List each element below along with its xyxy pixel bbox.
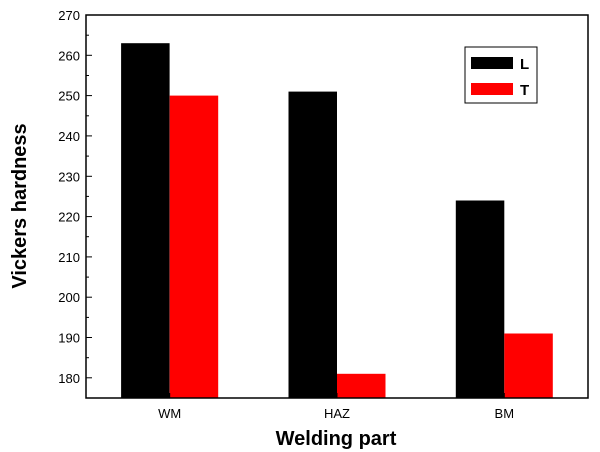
y-tick-label: 240 <box>58 129 80 144</box>
bar-l-haz <box>288 91 337 398</box>
legend-label-t: T <box>520 82 529 99</box>
x-tick-label-bm: BM <box>495 406 515 421</box>
y-tick-label: 250 <box>58 89 80 104</box>
y-tick-label: 210 <box>58 250 80 265</box>
y-tick-label: 190 <box>58 331 80 346</box>
y-tick-label: 230 <box>58 169 80 184</box>
bar-t-haz <box>337 373 386 398</box>
y-axis-title: Vickers hardness <box>9 123 31 288</box>
y-tick-label: 270 <box>58 8 80 23</box>
x-axis-title: Welding part <box>276 428 397 450</box>
x-axis-ticks: WM HAZ BM <box>158 393 514 421</box>
legend-swatch-l <box>471 57 513 69</box>
y-tick-label: 200 <box>58 290 80 305</box>
legend-swatch-t <box>471 83 513 95</box>
x-tick-label-haz: HAZ <box>324 406 350 421</box>
bar-l-wm <box>121 43 170 398</box>
legend-label-l: L <box>520 56 529 73</box>
bars-group <box>121 43 553 398</box>
bar-l-bm <box>455 200 505 398</box>
bar-t-bm <box>504 333 553 398</box>
bar-t-wm <box>169 95 219 398</box>
y-tick-label: 180 <box>58 371 80 386</box>
y-axis-ticks: 180 190 200 210 220 230 240 250 260 270 <box>58 8 92 399</box>
x-tick-label-wm: WM <box>158 406 181 421</box>
y-tick-label: 260 <box>58 48 80 63</box>
legend: L T <box>464 46 538 104</box>
y-tick-label: 220 <box>58 210 80 225</box>
